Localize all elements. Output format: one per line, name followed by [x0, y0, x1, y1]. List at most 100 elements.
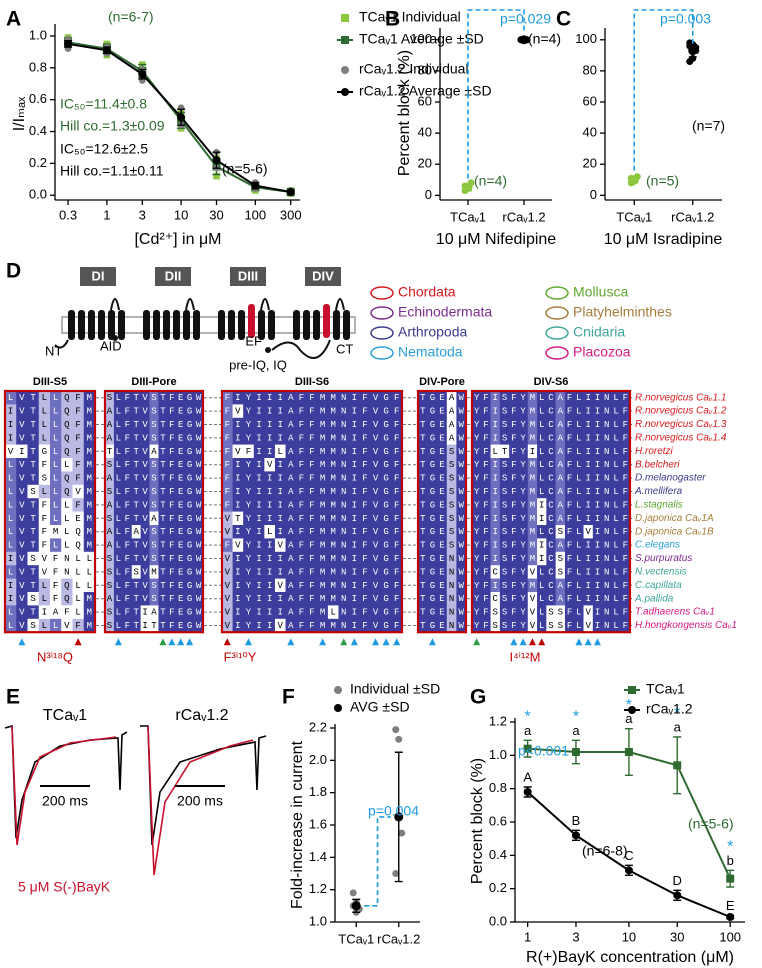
residue-shade [27, 551, 40, 566]
residue-shade [509, 538, 519, 553]
residue-shade [437, 444, 448, 459]
residue: I [595, 461, 600, 471]
residue: S [502, 621, 507, 631]
residue-shade [16, 511, 28, 526]
residue-shade [296, 484, 308, 499]
y-axis-label: Percent block (%) [469, 758, 486, 884]
residue: N [449, 554, 454, 564]
y-tick-label: 0.2 [29, 155, 47, 170]
residue: I [352, 447, 357, 457]
residue-shade [243, 592, 255, 606]
residue-shade [537, 484, 547, 499]
residue-shade [481, 444, 491, 459]
legend-marker [334, 686, 342, 694]
residue-shade [317, 538, 329, 553]
residue-shade [16, 538, 28, 553]
legend-marker [341, 36, 349, 44]
residue: L [87, 568, 92, 578]
residue: G [187, 474, 192, 484]
residue-shade [285, 391, 297, 405]
residue-shade [5, 618, 17, 633]
residue-shade [149, 458, 159, 472]
residue: G [187, 554, 192, 564]
residue-shade [338, 404, 350, 419]
residue: I [256, 487, 261, 497]
residue: N [604, 447, 609, 457]
residue: N [604, 595, 609, 605]
residue: S [449, 501, 454, 511]
residue: F [394, 407, 399, 417]
residue-shade [50, 538, 62, 553]
residue: T [420, 554, 426, 564]
residue: S [502, 487, 507, 497]
residue-shade [131, 538, 141, 553]
x-tick-label: 10 [622, 929, 636, 944]
residue: N [604, 581, 609, 591]
residue-shade [338, 391, 350, 405]
residue: F [623, 514, 628, 524]
residue-shade [537, 578, 547, 593]
residue: G [430, 501, 435, 511]
residue: M [87, 487, 92, 497]
residue-shade [527, 592, 538, 606]
residue: F [42, 501, 47, 511]
residue-arrow [319, 638, 327, 646]
residue: F [225, 541, 230, 551]
y-tick-label: 0.0 [29, 187, 47, 202]
residue-shade [370, 565, 382, 579]
residue-shade [38, 458, 51, 472]
residue: A [288, 461, 294, 471]
residue-shade [611, 391, 622, 405]
helix [118, 310, 125, 340]
annotation: p=0.003 [660, 11, 711, 27]
residue: V [267, 461, 273, 471]
residue-shade [456, 444, 467, 459]
residue: Q [75, 528, 80, 538]
residue: Y [520, 595, 526, 605]
residue-shade [50, 498, 62, 512]
residue: Y [474, 581, 480, 591]
residue-shade [499, 444, 510, 459]
residue: I [493, 541, 498, 551]
residue: V [278, 581, 284, 591]
residue: F [299, 568, 304, 578]
residue-shade [555, 618, 566, 633]
residue: S [502, 514, 507, 524]
residue: A [558, 461, 564, 471]
residue-shade [16, 578, 28, 593]
residue-shade [285, 565, 297, 579]
x-tick-label: 1 [103, 207, 110, 222]
residue-shade [317, 404, 329, 419]
residue: L [75, 581, 80, 591]
residue: I [493, 394, 498, 404]
residue-shade [149, 391, 159, 405]
residue: A [449, 420, 455, 430]
residue: F [309, 568, 314, 578]
residue: Y [520, 541, 526, 551]
residue-shade [592, 444, 603, 459]
residue: E [439, 487, 444, 497]
residue: F [511, 394, 516, 404]
residue: V [42, 554, 48, 564]
residue: I [595, 474, 600, 484]
residue-shade [499, 458, 510, 472]
residue: A [107, 541, 113, 551]
residue: S [107, 568, 112, 578]
significance-letter: E [726, 898, 735, 913]
residue-shade [222, 444, 233, 459]
residue-shade [555, 417, 566, 432]
residue: Y [474, 447, 480, 457]
residue: I [352, 621, 357, 631]
residue-shade [391, 431, 403, 445]
residue-shade [472, 431, 482, 445]
residue-shade [555, 484, 566, 499]
significance-bracket [364, 816, 391, 907]
residue-shade [253, 471, 265, 486]
residue-shade [427, 417, 438, 432]
residue-shade [338, 498, 350, 512]
residue: S [502, 581, 507, 591]
residue-shade [555, 431, 566, 445]
residue: I [278, 461, 283, 471]
x-tick-label: 1 [524, 929, 531, 944]
